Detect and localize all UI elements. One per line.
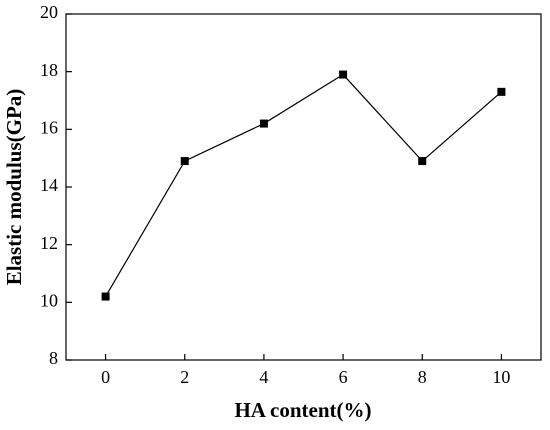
y-tick-label: 18 <box>40 60 58 80</box>
x-tick-label: 6 <box>339 367 348 387</box>
x-axis-title: HA content(%) <box>234 398 371 422</box>
marker <box>339 70 348 79</box>
marker <box>180 157 189 166</box>
y-tick-label: 16 <box>40 117 58 137</box>
x-tick-label: 4 <box>259 367 268 387</box>
plot-frame <box>65 13 542 361</box>
y-tick-label: 20 <box>40 2 58 22</box>
line <box>105 73 502 297</box>
y-tick-label: 8 <box>49 348 58 368</box>
y-axis-title: Elastic modulus(GPa) <box>2 89 26 286</box>
y-tick-label: 12 <box>40 233 58 253</box>
marker <box>101 292 110 301</box>
x-tick-label: 10 <box>492 367 510 387</box>
y-tick-label: 14 <box>40 175 58 195</box>
x-tick-label: 2 <box>180 367 189 387</box>
x-tick-label: 0 <box>101 367 110 387</box>
x-tick-label: 8 <box>418 367 427 387</box>
marker <box>497 87 506 96</box>
y-tick-label: 10 <box>40 290 58 310</box>
marker <box>418 157 427 166</box>
marker <box>259 119 268 128</box>
